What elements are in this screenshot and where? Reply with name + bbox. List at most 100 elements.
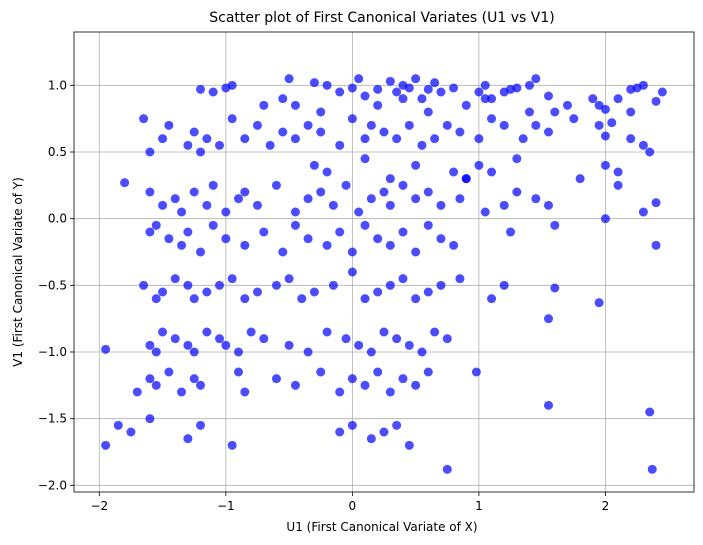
- scatter-point: [322, 167, 332, 177]
- scatter-point: [316, 367, 326, 377]
- scatter-point: [221, 340, 231, 350]
- scatter-point: [196, 420, 206, 430]
- scatter-point: [543, 127, 553, 137]
- scatter-point: [145, 187, 155, 197]
- scatter-point: [366, 194, 376, 204]
- scatter-point: [259, 334, 269, 344]
- scatter-point: [202, 200, 212, 210]
- scatter-point: [499, 120, 509, 130]
- scatter-point: [525, 80, 535, 90]
- scatter-point: [322, 327, 332, 337]
- scatter-point: [290, 220, 300, 230]
- scatter-point: [647, 464, 657, 474]
- scatter-point: [328, 280, 338, 290]
- scatter-point: [354, 74, 364, 84]
- scatter-point: [506, 227, 516, 237]
- scatter-point: [354, 340, 364, 350]
- scatter-point: [373, 84, 383, 94]
- scatter-point: [423, 220, 433, 230]
- scatter-point: [455, 274, 465, 284]
- scatter-point: [259, 100, 269, 110]
- scatter-point: [436, 200, 446, 210]
- y-tick-label: 0.5: [48, 145, 67, 159]
- scatter-point: [392, 334, 402, 344]
- scatter-point: [423, 367, 433, 377]
- scatter-point: [151, 294, 161, 304]
- scatter-point: [347, 374, 357, 384]
- scatter-point: [569, 114, 579, 124]
- scatter-point: [183, 280, 193, 290]
- scatter-point: [385, 76, 395, 86]
- scatter-point: [651, 240, 661, 250]
- scatter-point: [120, 178, 130, 188]
- scatter-point: [411, 380, 421, 390]
- scatter-point: [215, 140, 225, 150]
- scatter-point: [423, 84, 433, 94]
- scatter-point: [303, 194, 313, 204]
- scatter-point: [177, 207, 187, 217]
- scatter-point: [145, 340, 155, 350]
- y-tick-label: 0.0: [48, 212, 67, 226]
- scatter-point: [512, 83, 522, 93]
- scatter-point: [480, 80, 490, 90]
- scatter-point: [341, 334, 351, 344]
- scatter-point: [297, 294, 307, 304]
- scatter-point: [385, 200, 395, 210]
- scatter-point: [398, 274, 408, 284]
- scatter-point: [379, 127, 389, 137]
- scatter-point: [379, 427, 389, 437]
- scatter-point: [164, 120, 174, 130]
- scatter-point: [284, 274, 294, 284]
- scatter-point: [189, 347, 199, 357]
- scatter-point: [252, 120, 262, 130]
- scatter-point: [430, 78, 440, 88]
- scatter-point: [227, 274, 237, 284]
- scatter-point: [373, 100, 383, 110]
- scatter-point: [202, 327, 212, 337]
- scatter-point: [638, 140, 648, 150]
- scatter-point: [474, 134, 484, 144]
- scatter-point: [271, 180, 281, 190]
- scatter-point: [303, 120, 313, 130]
- scatter-point: [543, 91, 553, 101]
- scatter-point: [151, 347, 161, 357]
- scatter-point: [215, 334, 225, 344]
- scatter-point: [518, 134, 528, 144]
- scatter-point: [208, 220, 218, 230]
- scatter-point: [347, 420, 357, 430]
- x-tick-label: −1: [217, 499, 235, 513]
- scatter-point: [284, 74, 294, 84]
- scatter-point: [328, 200, 338, 210]
- scatter-point: [607, 118, 617, 128]
- scatter-point: [189, 374, 199, 384]
- scatter-point: [626, 107, 636, 117]
- scatter-point: [471, 367, 481, 377]
- scatter-point: [404, 340, 414, 350]
- scatter-point: [347, 114, 357, 124]
- scatter-point: [436, 280, 446, 290]
- scatter-point: [360, 154, 370, 164]
- scatter-point: [303, 234, 313, 244]
- scatter-point: [335, 87, 345, 97]
- scatter-point: [531, 74, 541, 84]
- scatter-point: [189, 294, 199, 304]
- scatter-point: [550, 220, 560, 230]
- scatter-point: [366, 347, 376, 357]
- scatter-point: [233, 367, 243, 377]
- scatter-point: [543, 400, 553, 410]
- scatter-point: [303, 347, 313, 357]
- scatter-point: [347, 267, 357, 277]
- y-axis-ticks: −2.0 −1.5 −1.0 −0.5 0.0 0.5 1.0: [38, 78, 74, 492]
- scatter-point: [196, 84, 206, 94]
- scatter-point: [379, 327, 389, 337]
- scatter-point: [341, 180, 351, 190]
- scatter-point: [385, 240, 395, 250]
- scatter-point: [278, 94, 288, 104]
- scatter-point: [177, 240, 187, 250]
- scatter-point: [221, 234, 231, 244]
- scatter-point: [480, 94, 490, 104]
- scatter-point: [139, 114, 149, 124]
- scatter-point: [373, 367, 383, 377]
- scatter-point: [221, 207, 231, 217]
